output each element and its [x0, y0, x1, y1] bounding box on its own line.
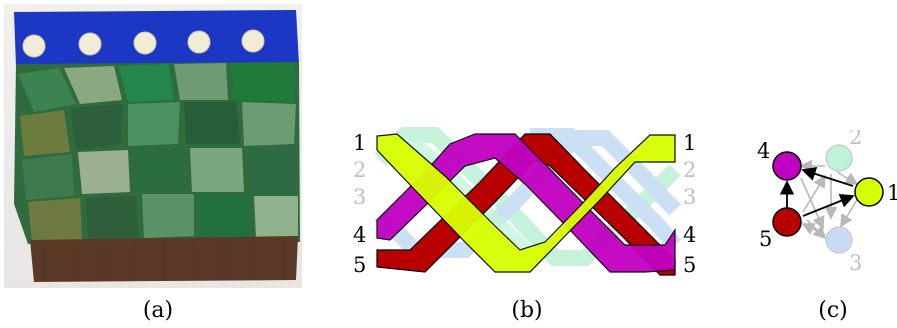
node-4	[772, 151, 802, 181]
left-label-4: 4	[353, 223, 366, 247]
braid-diagram: 1 2 3 4 5 1 2 3 4 5	[345, 100, 705, 290]
strand-4	[376, 133, 676, 273]
node-2	[825, 144, 853, 172]
right-label-2: 2	[683, 158, 696, 182]
node-3	[825, 226, 853, 254]
bobbles	[22, 29, 265, 58]
left-label-5: 5	[353, 253, 366, 277]
node-label-1: 1	[887, 181, 897, 205]
node-5	[772, 207, 802, 237]
node-label-2: 2	[849, 130, 862, 149]
right-label-4: 4	[683, 223, 696, 247]
left-label-3: 3	[353, 185, 366, 209]
caption-c: (c)	[818, 298, 848, 323]
caption-a: (a)	[142, 298, 174, 323]
node-label-4: 4	[757, 139, 770, 163]
left-label-1: 1	[353, 131, 366, 155]
knitted-cozy-photo	[4, 4, 302, 288]
node-label-3: 3	[849, 251, 862, 275]
strand-1	[376, 133, 676, 273]
caption-b: (b)	[511, 298, 543, 323]
right-label-3: 3	[683, 185, 696, 209]
right-label-5: 5	[683, 253, 696, 277]
node-1	[854, 177, 884, 207]
entrelac-tiles	[18, 62, 298, 242]
right-label-1: 1	[683, 131, 696, 155]
node-label-5: 5	[759, 227, 772, 251]
left-label-2: 2	[353, 158, 366, 182]
crossing-graph: 4 2 1 5 3	[745, 125, 897, 280]
